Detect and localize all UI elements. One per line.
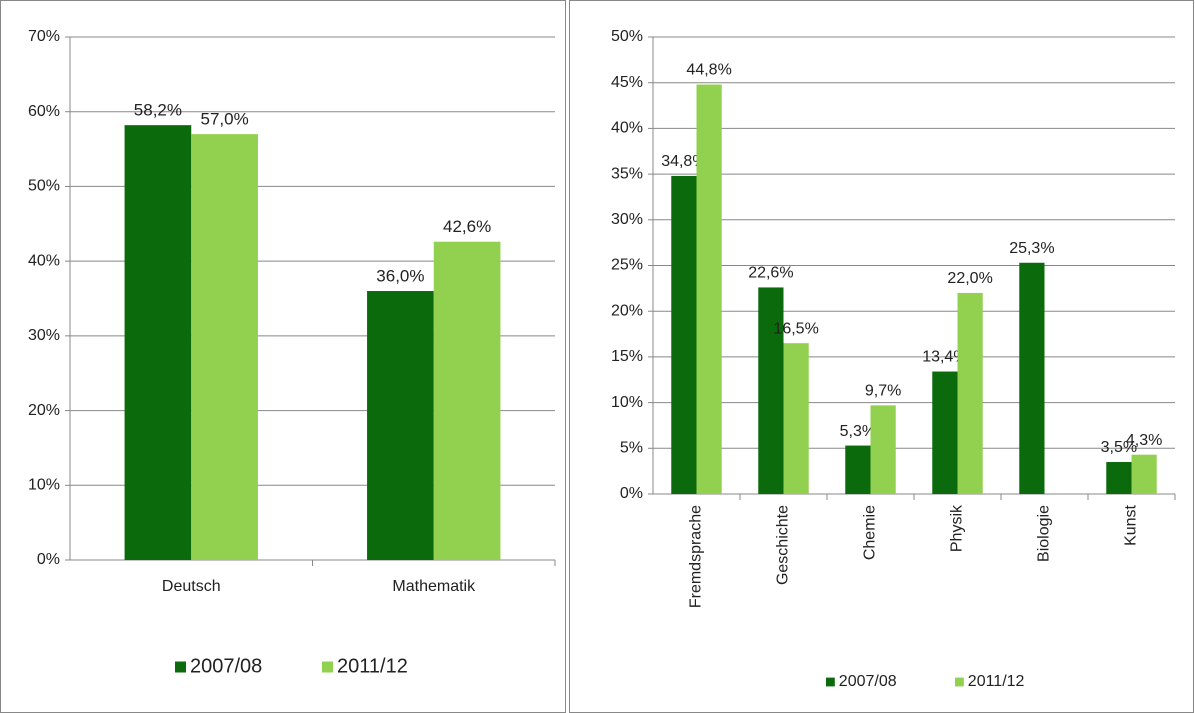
bar bbox=[433, 241, 501, 560]
value-label: 42,6% bbox=[443, 217, 491, 236]
y-tick-label: 5% bbox=[620, 440, 643, 457]
y-tick-label: 0% bbox=[620, 485, 643, 502]
legend-label: 2011/12 bbox=[337, 655, 408, 677]
value-label: 58,2% bbox=[134, 101, 182, 120]
x-tick-label: Mathematik bbox=[392, 578, 476, 595]
y-tick-label: 60% bbox=[28, 103, 60, 120]
x-tick-label: Fremdsprache bbox=[688, 505, 705, 608]
bar bbox=[696, 84, 722, 494]
y-tick-label: 15% bbox=[611, 348, 643, 365]
value-label: 36,0% bbox=[376, 267, 424, 286]
bar bbox=[845, 445, 871, 494]
bar bbox=[124, 125, 192, 561]
value-label: 44,8% bbox=[686, 62, 731, 79]
value-label: 22,0% bbox=[947, 270, 992, 287]
y-tick-label: 70% bbox=[28, 28, 60, 45]
value-label: 34,8% bbox=[661, 153, 706, 170]
value-label: 5,3% bbox=[840, 423, 876, 440]
bar bbox=[191, 134, 258, 560]
y-tick-label: 45% bbox=[611, 74, 643, 91]
bar bbox=[932, 371, 958, 494]
value-label: 4,3% bbox=[1126, 432, 1162, 449]
legend-label: 2011/12 bbox=[968, 673, 1025, 690]
value-label: 9,7% bbox=[865, 383, 901, 400]
y-tick-label: 25% bbox=[611, 257, 643, 274]
bar bbox=[1131, 454, 1157, 494]
x-tick-label: Physik bbox=[949, 504, 966, 552]
bar bbox=[367, 291, 434, 560]
legend-swatch bbox=[322, 661, 333, 673]
y-tick-label: 30% bbox=[28, 327, 60, 344]
value-label: 57,0% bbox=[200, 110, 248, 129]
y-tick-label: 30% bbox=[611, 211, 643, 228]
x-tick-label: Kunst bbox=[1123, 504, 1140, 545]
y-tick-label: 20% bbox=[28, 402, 60, 419]
y-tick-label: 40% bbox=[28, 252, 60, 269]
value-label: 13,4% bbox=[922, 349, 967, 366]
bar bbox=[783, 343, 809, 494]
legend-swatch bbox=[955, 677, 964, 687]
x-tick-label: Biologie bbox=[1036, 505, 1053, 562]
y-tick-label: 20% bbox=[611, 302, 643, 319]
x-tick-label: Deutsch bbox=[162, 578, 221, 595]
y-tick-label: 35% bbox=[611, 165, 643, 182]
x-tick-label: Geschichte bbox=[775, 505, 792, 585]
value-label: 22,6% bbox=[748, 265, 793, 282]
y-tick-label: 10% bbox=[611, 394, 643, 411]
bar bbox=[957, 292, 983, 494]
value-label: 16,5% bbox=[773, 320, 818, 337]
value-label: 25,3% bbox=[1009, 240, 1054, 257]
bar bbox=[1106, 462, 1132, 494]
bar bbox=[758, 287, 784, 494]
y-tick-label: 50% bbox=[28, 178, 60, 195]
x-tick-label: Chemie bbox=[862, 505, 879, 560]
y-tick-label: 0% bbox=[37, 551, 60, 568]
y-tick-label: 40% bbox=[611, 120, 643, 137]
legend-label: 2007/08 bbox=[190, 655, 262, 677]
y-tick-label: 10% bbox=[28, 477, 60, 494]
y-tick-label: 50% bbox=[611, 28, 643, 45]
value-label: 3,5% bbox=[1101, 439, 1137, 456]
bar bbox=[1019, 262, 1045, 494]
legend-label: 2007/08 bbox=[839, 673, 897, 690]
bar bbox=[671, 175, 697, 495]
bar bbox=[870, 405, 896, 494]
legend-swatch bbox=[175, 661, 186, 673]
legend-swatch bbox=[826, 677, 835, 687]
